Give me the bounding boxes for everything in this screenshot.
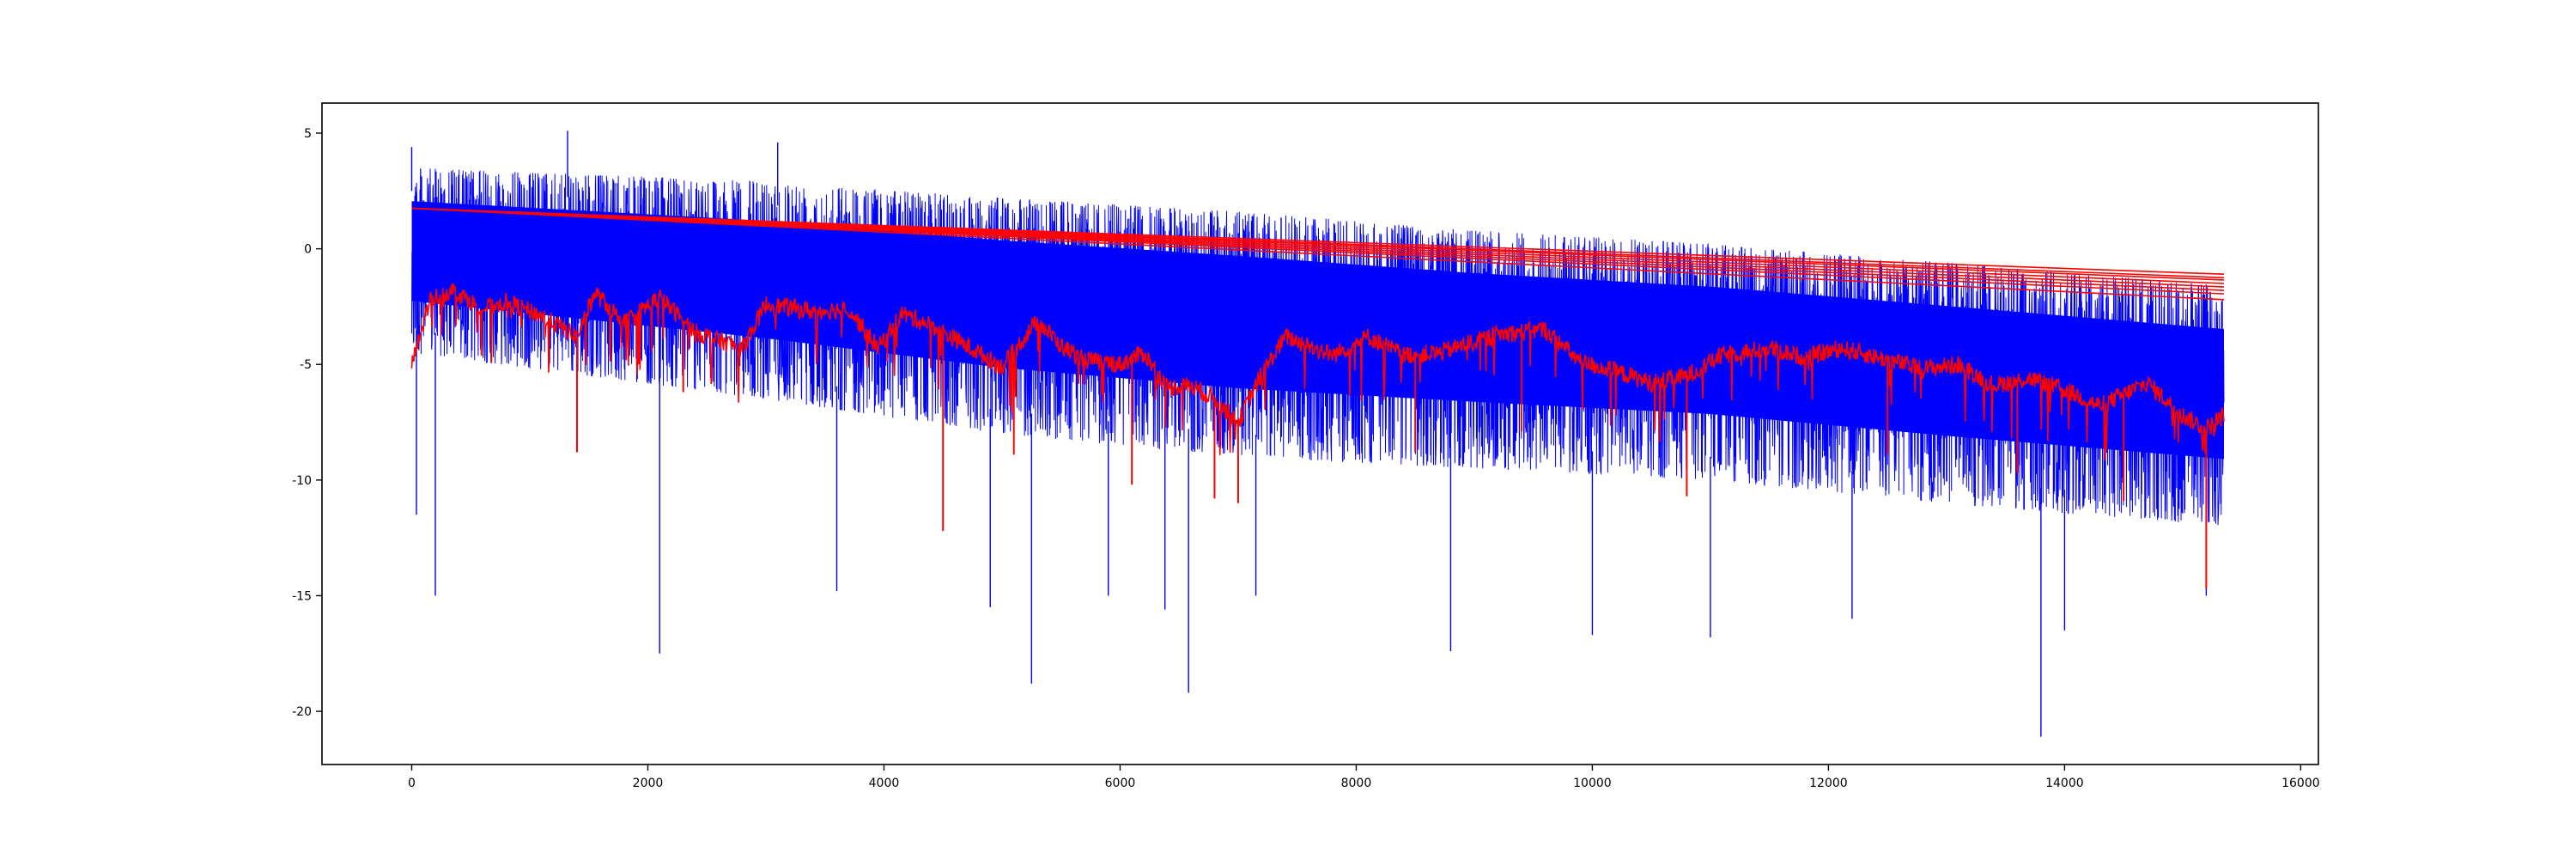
- y-axis: 5 0 -5 -10 -15 -20: [292, 127, 322, 719]
- y-tick-label: -5: [300, 358, 312, 372]
- x-tick-label: 14000: [2045, 777, 2084, 790]
- plot-frame: [321, 102, 2319, 765]
- series-red-trend-line: [411, 207, 2225, 295]
- y-tick-label: 0: [304, 243, 312, 257]
- y-tick-label: -15: [292, 589, 312, 603]
- series-red-rolling-line: [410, 283, 2225, 461]
- x-tick-label: 6000: [1105, 777, 1136, 790]
- x-tick-label: 2000: [633, 777, 664, 790]
- x-axis: 0 2000 4000 6000 8000 10000 12000 14000 16000: [408, 765, 2320, 790]
- x-tick-label: 16000: [2281, 777, 2320, 790]
- x-tick-label: 8000: [1341, 777, 1372, 790]
- series-blue-line: [411, 168, 2225, 526]
- x-tick-label: 4000: [869, 777, 900, 790]
- y-tick-label: 5: [304, 127, 312, 141]
- series-red-trend-line: [411, 207, 2225, 301]
- y-tick-label: -10: [292, 474, 312, 488]
- x-tick-label: 0: [408, 777, 416, 790]
- y-tick-label: -20: [292, 705, 312, 719]
- x-tick-label: 10000: [1573, 777, 1612, 790]
- x-tick-label: 12000: [1809, 777, 1848, 790]
- series-layer: [410, 131, 2225, 737]
